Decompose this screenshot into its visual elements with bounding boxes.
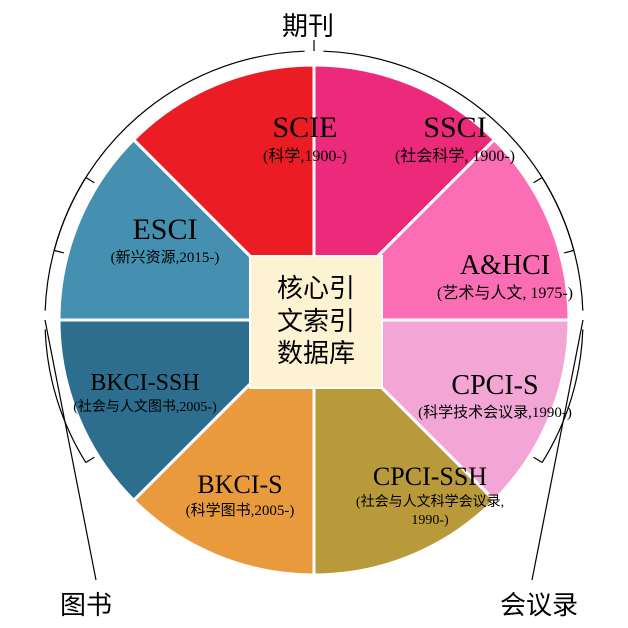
slice-subtitle-esci: (新兴资源,2015-)	[80, 249, 250, 269]
slice-label-ahci: A&HCI (艺术与人文, 1975-)	[410, 248, 600, 305]
slice-title-ssci: SSCI	[423, 111, 486, 144]
category-label-proceedings: 会议录	[500, 585, 578, 622]
slice-label-cpcissh: CPCI-SSH (社会与人文科学会议录,1990-)	[320, 460, 540, 530]
slice-label-scie: SCIE (科学,1900-)	[230, 108, 380, 168]
slice-title-bkcis: BKCI-S	[197, 470, 282, 499]
slice-title-ahci: A&HCI	[460, 250, 550, 281]
slice-title-bkcissh: BKCI-SSH	[90, 370, 199, 396]
slice-title-cpcissh: CPCI-SSH	[373, 462, 487, 491]
slice-subtitle-cpcis: (科学技术会议录,1990-)	[390, 404, 600, 424]
slice-subtitle-ahci: (艺术与人文, 1975-)	[410, 284, 600, 305]
slice-title-cpcis: CPCI-S	[451, 370, 538, 401]
slice-label-cpcis: CPCI-S (科学技术会议录,1990-)	[390, 368, 600, 424]
slice-subtitle-scie: (科学,1900-)	[230, 147, 380, 168]
slice-subtitle-ssci: (社会科学, 1900-)	[370, 147, 540, 168]
slice-label-bkcissh: BKCI-SSH (社会与人文图书,2005-)	[35, 368, 255, 417]
slice-label-bkcis: BKCI-S (科学图书,2005-)	[150, 468, 330, 521]
slice-title-scie: SCIE	[272, 111, 337, 144]
slice-label-ssci: SSCI (社会科学, 1900-)	[370, 108, 540, 168]
category-label-books: 图书	[60, 585, 112, 622]
slice-subtitle-bkcissh: (社会与人文图书,2005-)	[35, 399, 255, 417]
slice-subtitle-bkcis: (科学图书,2005-)	[150, 502, 330, 522]
category-label-journals: 期刊	[282, 6, 334, 43]
slice-label-esci: ESCI (新兴资源,2015-)	[80, 210, 250, 269]
center-label: 核心引文索引数据库	[249, 255, 383, 389]
slice-title-esci: ESCI	[132, 213, 197, 246]
slice-subtitle-cpcissh: (社会与人文科学会议录,1990-)	[320, 494, 540, 530]
